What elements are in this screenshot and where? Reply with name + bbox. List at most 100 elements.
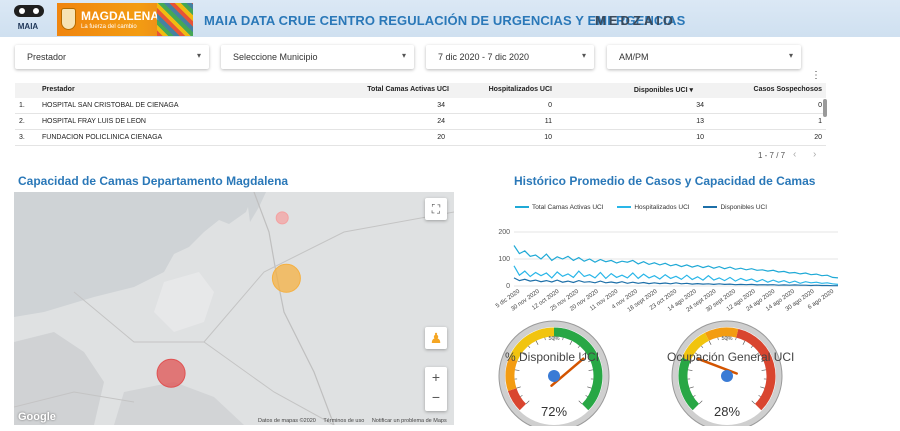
gauge-tick [689,386,694,389]
street-view-pegman-icon[interactable]: ♟ [425,327,447,349]
crest-icon [61,8,76,30]
filter-prestador-label: Prestador [27,52,67,62]
gauge-tick [520,395,523,397]
filter-date-label: 7 dic 2020 - 7 dic 2020 [438,52,530,62]
cell-disp: 10 [696,134,704,141]
gauge-hub [721,370,733,382]
filter-date-range[interactable]: 7 dic 2020 - 7 dic 2020 ▾ [426,45,594,69]
y-tick-label: 0 [506,283,510,290]
cell-prestador: HOSPITAL SAN CRISTOBAL DE CIENAGA [42,102,179,109]
filter-ampm-label: AM/PM [619,52,649,62]
zoom-out-button[interactable]: − [431,389,441,405]
table-scrollbar[interactable] [823,99,827,117]
magdalena-slogan: La fuerza del cambio [81,24,137,30]
gauge-tick [761,360,764,363]
row-index: 2. [19,118,25,125]
chevron-left-icon[interactable]: ‹ [793,149,797,160]
cell-hosp: 11 [544,118,552,125]
series-line[interactable] [513,277,838,287]
cell-total: 20 [437,134,445,141]
gauge-tick [758,395,761,397]
gauge-tick [577,345,580,349]
y-tick-label: 200 [498,229,510,236]
filter-municipio-label: Seleccione Municipio [233,52,318,62]
chevron-right-icon[interactable]: › [813,149,817,160]
gauge-tick [588,360,591,363]
y-tick-label: 100 [498,256,510,263]
gauge-tick [562,337,564,341]
zoom-in-button[interactable]: + [431,369,441,385]
gauge-mid-label: 50% [721,336,733,342]
fullscreen-icon[interactable]: ⛶ [425,198,447,220]
col-disponibles[interactable]: Disponibles UCI ▾ [634,86,693,94]
gauge-tick [514,369,520,371]
table-row[interactable]: 1. HOSPITAL SAN CRISTOBAL DE CIENAGA 34 … [15,98,826,114]
gauge-tick [517,360,520,363]
gauge-tick [516,386,521,389]
legend-label: Hospitalizados UCI [634,204,690,211]
legend-item[interactable]: Hospitalizados UCI [617,204,690,211]
maia-mask-icon [14,5,44,17]
legend-item[interactable]: Disponibles UCI [703,204,767,211]
terms-link[interactable]: Términos de uso [323,418,365,424]
gauge-tick [521,352,526,356]
gauge-tick [755,352,760,356]
more-options-icon[interactable]: ⋮ [811,70,821,81]
chevron-down-icon: ▾ [196,51,201,60]
magdalena-pattern [157,3,193,36]
legend-item[interactable]: Total Camas Activas UCI [515,204,604,211]
legend-swatch [703,206,718,209]
sort-down-icon: ▾ [689,87,693,94]
chart-legend: Total Camas Activas UCI Hospitalizados U… [515,204,779,211]
filter-ampm[interactable]: AM/PM ▾ [607,45,801,69]
gauge-tick [578,400,583,405]
maia-label: MAIA [17,22,39,31]
table-row[interactable]: 2. HOSPITAL FRAY LUIS DE LEON 24 11 13 1 [15,114,826,130]
series-line[interactable] [513,265,839,285]
gauge-tick [687,369,693,371]
filter-prestador[interactable]: Prestador ▾ [15,45,209,69]
gauge-band [678,357,700,411]
sea-region-east [246,192,266,222]
gauge-tick [588,369,594,371]
map-title: Capacidad de Camas Departamento Magdalen… [18,174,289,188]
col-casos[interactable]: Casos Sospechosos [753,86,822,93]
map-attribution: Datos de mapas ©2020 Términos de uso Not… [258,418,453,424]
gauge-tick [693,395,696,397]
cell-prestador: HOSPITAL FRAY LUIS DE LEON [42,118,146,125]
sea-region [14,192,254,317]
gauge-band [682,332,710,362]
chevron-down-icon: ▾ [581,51,586,60]
series-line[interactable] [513,245,839,279]
row-index: 3. [19,134,25,141]
cell-hosp: 0 [548,102,552,109]
capacity-bubble[interactable] [156,358,186,388]
gauge-value: 72% [540,404,568,419]
gauge-tick [587,386,592,389]
gauge-tick [701,345,704,349]
map-data-credit: Datos de mapas ©2020 [258,418,316,424]
legend-label: Disponibles UCI [720,204,768,211]
gauge-dial [671,320,783,431]
gauge-value: 28% [713,404,741,419]
capacity-bubbles [156,211,301,388]
cell-disp: 34 [696,102,704,109]
filter-municipio[interactable]: Seleccione Municipio ▾ [221,45,414,69]
col-prestador[interactable]: Prestador [42,86,75,93]
map-canvas [14,192,454,425]
col-hospitalizados[interactable]: Hospitalizados UCI [488,86,552,93]
gauge-tick [535,340,539,345]
map-view[interactable]: ⛶ ♟ + − Google Datos de mapas ©2020 Térm… [14,192,454,425]
maia-logo[interactable]: MAIA [8,3,48,35]
gauge-band [704,327,739,341]
capacity-bubble[interactable] [271,263,301,293]
gauge-tick [708,340,712,345]
cell-total: 34 [437,102,445,109]
report-problem-link[interactable]: Notificar un problema de Maps [371,418,447,424]
capacity-bubble[interactable] [275,211,289,225]
table-row[interactable]: 3. FUNDACION POLICLINICA CIENAGA 20 10 1… [15,130,826,146]
col-total-camas[interactable]: Total Camas Activas UCI [367,86,449,93]
gauge-hub [548,370,560,382]
page-title: MAIA DATA CRUE CENTRO REGULACIÓN DE URGE… [204,13,686,28]
